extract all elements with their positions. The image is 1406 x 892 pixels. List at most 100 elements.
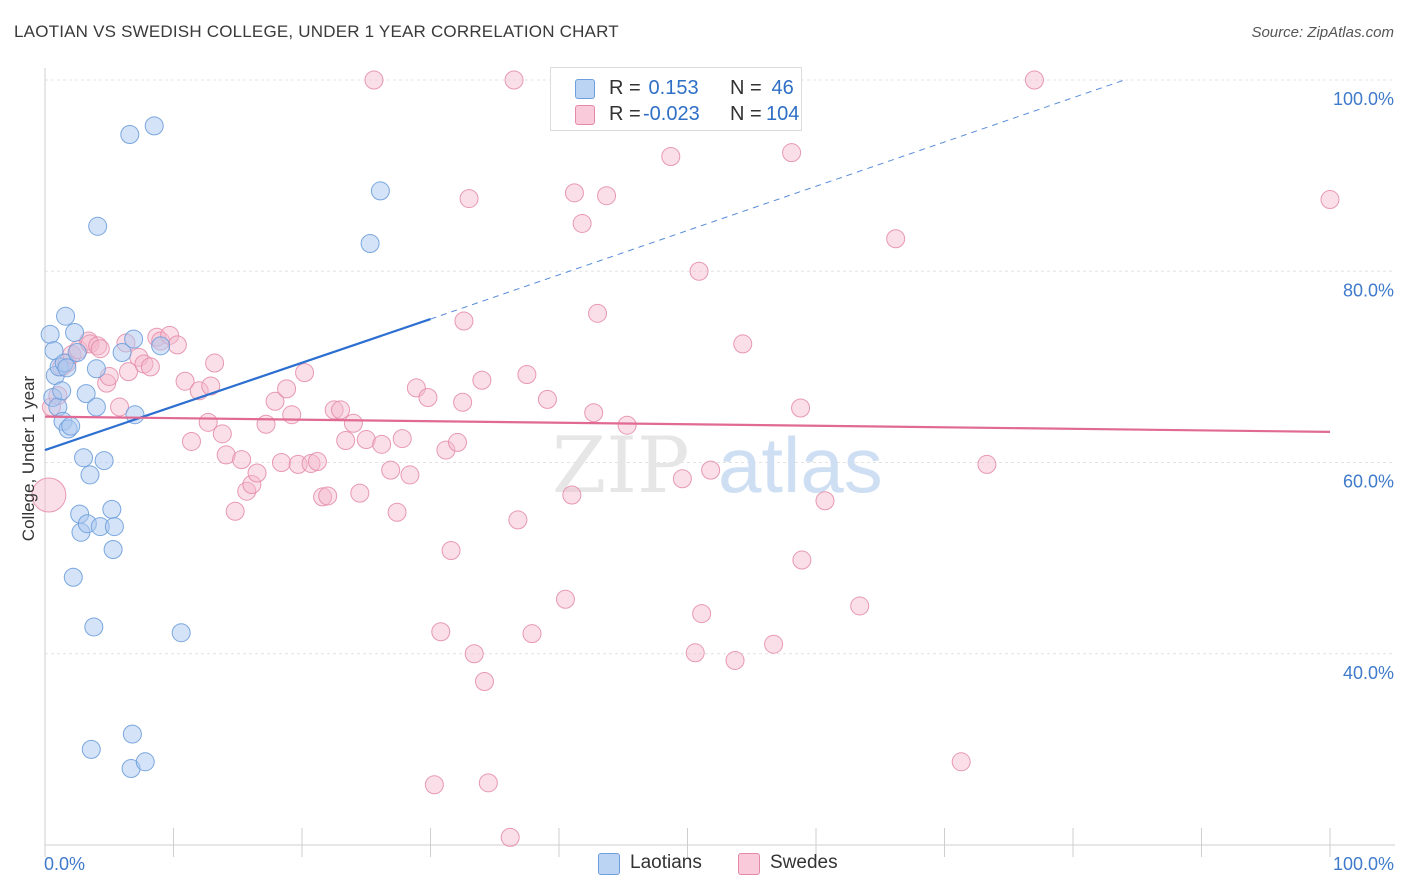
swedes-point (318, 486, 338, 506)
swedes-point (522, 624, 542, 644)
swedes-point (119, 362, 139, 382)
swedes-point (431, 622, 451, 642)
legend-row-laotians: R = 0.153 N = 46 (551, 76, 801, 102)
laotians-point (112, 343, 132, 363)
swedes-point (216, 445, 236, 465)
correlation-legend: R = 0.153 N = 46 R = -0.023 N = 104 (550, 67, 802, 131)
swedes-point (205, 353, 225, 373)
legend-r-label: R = (609, 103, 641, 125)
swedes-point (387, 502, 407, 522)
swedes-point (1024, 70, 1044, 90)
legend-r-label: R = (609, 77, 641, 99)
swedes-point (454, 311, 474, 331)
legend-n-label: N = (730, 103, 762, 125)
swedes-point (886, 229, 906, 249)
swedes-point (277, 379, 297, 399)
swedes-point (733, 334, 753, 354)
laotians-point (63, 567, 83, 587)
swedes-point (689, 261, 709, 281)
swedes-point (237, 481, 257, 501)
laotians-legend-swatch (598, 853, 620, 875)
swedes-point (508, 510, 528, 530)
laotians-point (122, 724, 142, 744)
swedes-point (181, 431, 201, 451)
trend-lines (44, 79, 1331, 452)
swedes-point (478, 773, 498, 793)
swedes-point (459, 189, 479, 209)
laotians-point (120, 125, 140, 145)
y-tick-label: 80.0% (1343, 280, 1394, 300)
swedes-point (392, 429, 412, 449)
laotians-point (84, 617, 104, 637)
swedes-point (271, 453, 291, 472)
axis-labels: 40.0% 60.0% 80.0% 100.0% 0.0% 100.0% College, … (19, 89, 1394, 874)
swedes-point (436, 440, 456, 460)
laotians-legend-label: Laotians (630, 852, 702, 873)
swedes-point (336, 431, 356, 451)
y-tick-label: 100.0% (1333, 89, 1394, 109)
laotians-point (125, 405, 145, 425)
laotians-point (360, 234, 380, 254)
swedes-point (562, 485, 582, 505)
laotians-point (81, 739, 101, 759)
swedes-point (500, 827, 520, 847)
swedes-point (225, 501, 245, 521)
x-tick-label: 100.0% (1333, 854, 1394, 874)
chart-title: LAOTIAN VS SWEDISH COLLEGE, UNDER 1 YEAR… (14, 22, 619, 41)
swedes-point (555, 589, 575, 609)
legend-row-swedes: R = -0.023 N = 104 (551, 102, 801, 128)
swedes-point (850, 596, 870, 616)
swedes-point (175, 371, 195, 391)
swedes-point (301, 453, 321, 473)
swedes-points (31, 70, 1340, 847)
laotians-swatch (575, 79, 595, 99)
laotians-point (57, 358, 77, 378)
laotians-point (103, 540, 123, 560)
laotians-point (52, 381, 72, 401)
swedes-point (88, 336, 108, 356)
swedes-point (517, 365, 537, 385)
swedes-point (588, 303, 608, 323)
watermark: ZIP atlas (552, 421, 883, 511)
swedes-point (356, 430, 376, 450)
legend-r-value: -0.023 (643, 103, 700, 125)
axes (44, 68, 1395, 857)
laotians-trend-extension (430, 79, 1125, 320)
swedes-point (242, 474, 262, 494)
swedes-point (400, 465, 420, 485)
legend-n-label: N = (730, 77, 762, 99)
swedes-point (725, 650, 745, 670)
laotians-point (56, 306, 76, 326)
swedes-point (792, 550, 812, 570)
laotians-point (124, 329, 144, 349)
laotians-point (86, 397, 106, 417)
swedes-point (110, 397, 130, 417)
laotians-point (74, 448, 94, 468)
swedes-point (782, 143, 802, 163)
laotians-point (171, 623, 191, 643)
swedes-point (295, 363, 315, 383)
watermark-zip: ZIP (552, 421, 690, 511)
swedes-point (282, 405, 302, 425)
laotians-point (67, 343, 87, 363)
laotians-point (135, 752, 155, 772)
laotians-point (40, 324, 60, 344)
watermark-atlas: atlas (718, 421, 883, 509)
legend-r-value: 0.153 (643, 77, 699, 99)
swedes-point (564, 183, 584, 203)
swedes-point (474, 671, 494, 691)
swedes-point (331, 400, 351, 420)
swedes-point (212, 424, 232, 444)
y-tick-label: 40.0% (1343, 663, 1394, 683)
swedes-point (418, 387, 438, 407)
swedes-point (504, 70, 524, 90)
y-tick-label: 60.0% (1343, 472, 1394, 492)
swedes-point (685, 643, 705, 663)
swedes-point (201, 376, 221, 396)
x-tick-label: 0.0% (44, 854, 85, 874)
laotians-point (86, 359, 106, 379)
swedes-point (977, 454, 997, 474)
laotians-point (61, 416, 81, 436)
swedes-point (701, 460, 721, 480)
